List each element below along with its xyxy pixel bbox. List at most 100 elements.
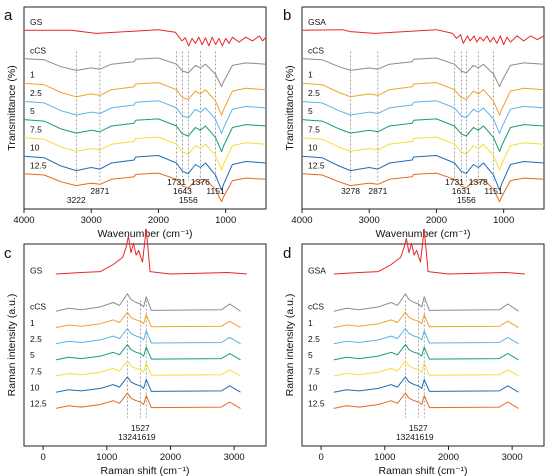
spectrum-line-10 — [301, 155, 545, 191]
spectrum-line-7-5 — [301, 136, 545, 171]
panel-letter: b — [283, 7, 291, 24]
spectrum-line-1 — [333, 311, 519, 329]
trace-label: 1 — [308, 318, 313, 328]
trace-label: 7.5 — [308, 124, 320, 134]
spectrum-line-10 — [333, 376, 519, 393]
y-axis-title: Raman intensity (a.u.) — [6, 294, 18, 397]
trace-label: 1 — [30, 70, 35, 80]
spectrum-line-7-5 — [333, 360, 519, 377]
spectrum-line-GSA — [301, 29, 545, 46]
x-tick-label: 2000 — [438, 452, 459, 463]
spectrum-line-GSA — [333, 228, 525, 275]
trace-label: 12.5 — [30, 161, 47, 171]
x-tick-label: 2000 — [148, 215, 169, 226]
spectrum-line-5 — [301, 118, 545, 153]
peak-label: 1643 — [173, 186, 192, 196]
peak-label: 1527 — [131, 423, 150, 433]
trace-label: 5 — [30, 106, 35, 116]
spectrum-line-7-5 — [23, 136, 267, 171]
panel-letter: d — [283, 245, 291, 262]
trace-label: cCS — [308, 45, 324, 55]
spectrum-line-cCS — [23, 57, 267, 88]
panel-letter: c — [4, 245, 12, 262]
plot-frame — [23, 6, 267, 210]
peak-label: 3222 — [67, 195, 86, 205]
trace-label: 1 — [30, 318, 35, 328]
x-tick-label: 0 — [318, 452, 323, 463]
trace-label: GSA — [308, 265, 326, 275]
trace-label: GS — [30, 265, 43, 275]
peak-label: 1731 — [445, 177, 464, 187]
spectrum-line-12-5 — [55, 392, 241, 409]
peak-label: 1556 — [179, 195, 198, 205]
peak-label: 1378 — [469, 177, 488, 187]
x-tick-label: 1000 — [215, 215, 236, 226]
peak-label: 2871 — [90, 186, 109, 196]
spectrum-line-12-5 — [301, 172, 545, 203]
spectrum-line-12-5 — [23, 172, 267, 203]
spectrum-line-2-5 — [23, 100, 267, 134]
y-axis-title: Transmittance (%) — [6, 65, 18, 150]
trace-label: cCS — [30, 45, 46, 55]
x-tick-label: 1000 — [493, 215, 514, 226]
spectrum-line-10 — [23, 155, 267, 191]
x-tick-label: 0 — [40, 452, 45, 463]
x-axis-title: Wavenumber (cm⁻¹) — [98, 228, 193, 240]
trace-label: GS — [30, 17, 43, 27]
panel-c: c 0 1000 2000 3000 Raman shift (cm⁻¹) Raman in… — [4, 228, 267, 476]
spectrum-line-12-5 — [333, 392, 519, 409]
trace-label: 7.5 — [30, 124, 42, 134]
trace-label: 1 — [308, 70, 313, 80]
peak-label: 3278 — [341, 186, 360, 196]
peak-label: 1556 — [457, 195, 476, 205]
spectrum-line-1 — [23, 82, 267, 116]
x-axis-title: Wavenumber (cm⁻¹) — [376, 228, 471, 240]
x-tick-label: 3000 — [359, 215, 380, 226]
spectrum-line-5 — [333, 344, 519, 361]
trace-label: 12.5 — [308, 399, 325, 409]
trace-label: 7.5 — [30, 366, 42, 376]
x-tick-label: 4000 — [291, 215, 312, 226]
spectrum-line-cCS — [55, 293, 241, 312]
y-axis-title: Raman intensity (a.u.) — [284, 294, 296, 397]
spectrum-line-cCS — [333, 293, 519, 312]
spectrum-line-cCS — [301, 57, 545, 88]
spectrum-line-1 — [55, 311, 241, 329]
spectrum-line-5 — [55, 344, 241, 361]
plot-frame — [23, 243, 267, 447]
trace-label: 5 — [308, 106, 313, 116]
y-axis-title: Transmittance (%) — [284, 65, 296, 150]
x-axis-title: Raman shift (cm⁻¹) — [379, 465, 468, 476]
plot-frame — [301, 243, 545, 447]
peak-label: 1151 — [484, 186, 503, 196]
x-tick-label: 1000 — [374, 452, 395, 463]
x-tick-label: 2000 — [426, 215, 447, 226]
spectrum-line-2-5 — [333, 328, 519, 345]
spectrum-line-GS — [24, 29, 267, 47]
x-tick-label: 2000 — [160, 452, 181, 463]
trace-label: 2.5 — [308, 334, 320, 344]
trace-label: 2.5 — [30, 88, 42, 98]
peak-label: 1619 — [137, 432, 156, 442]
x-tick-label: 3000 — [224, 452, 245, 463]
panel-letter: a — [4, 7, 13, 24]
trace-label: 2.5 — [30, 334, 42, 344]
trace-label: 10 — [308, 142, 318, 152]
peak-label: 2871 — [368, 186, 387, 196]
spectrum-line-2-5 — [55, 328, 241, 345]
panel-d: d 0 1000 2000 3000 Raman shift (cm⁻¹) Raman in… — [283, 228, 545, 476]
trace-label: 12.5 — [30, 399, 47, 409]
peak-label: 1324 — [396, 432, 415, 442]
trace-label: cCS — [308, 302, 324, 312]
peak-label: 1619 — [415, 432, 434, 442]
trace-label: 5 — [308, 350, 313, 360]
peak-label: 1631 — [452, 186, 471, 196]
x-tick-label: 4000 — [13, 215, 34, 226]
peak-label: 1527 — [409, 423, 428, 433]
trace-label: 5 — [30, 350, 35, 360]
x-tick-label: 3000 — [81, 215, 102, 226]
panel-b: b 4000 3000 2000 1000 Wavenumber (cm⁻¹) Transm… — [283, 6, 545, 240]
x-tick-label: 1000 — [96, 452, 117, 463]
trace-label: 7.5 — [308, 366, 320, 376]
